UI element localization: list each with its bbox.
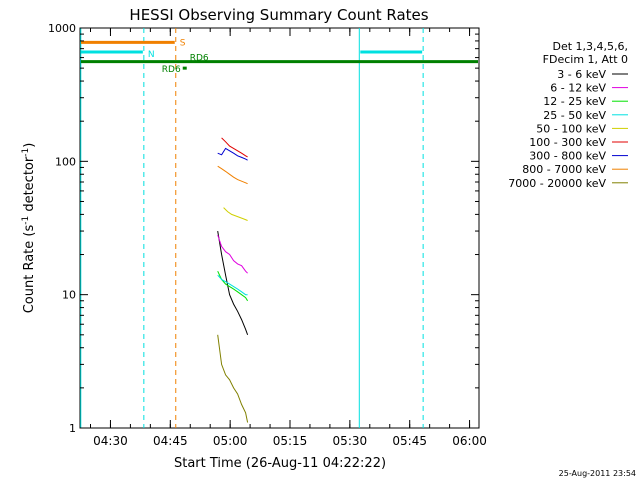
legend-label-4: 25 - 50 keV: [543, 109, 606, 122]
y-axis-label-sup2: -1: [21, 148, 31, 157]
y-axis-label-sup1: -1: [21, 216, 31, 225]
legend: Det 1,3,4,5,6,FDecim 1, Att 0 3 - 6 keV6 …: [508, 40, 628, 190]
legend-header-2: FDecim 1, Att 0: [543, 53, 628, 66]
x-tick-label: 05:30: [333, 434, 368, 448]
vertical-markers: [80, 28, 424, 428]
chart-title: HESSI Observing Summary Count Rates: [129, 6, 428, 24]
x-tick-label: 05:15: [273, 434, 308, 448]
plot-frame: [79, 27, 480, 429]
date-stamp: 25-Aug-2011 23:54: [559, 469, 636, 478]
x-tick-label: 05:45: [392, 434, 427, 448]
y-axis-label-mid: detector: [22, 156, 37, 216]
y-tick-label: 100: [55, 155, 76, 168]
x-tick-label: 05:00: [213, 434, 248, 448]
series-line-5: [223, 207, 248, 221]
series-line-4: [217, 274, 248, 296]
legend-label-9: 7000 - 20000 keV: [508, 177, 606, 190]
legend-label-3: 12 - 25 keV: [543, 95, 606, 108]
legend-label-7: 300 - 800 keV: [529, 150, 606, 163]
series-line-9: [217, 334, 249, 423]
legend-label-2: 6 - 12 keV: [550, 82, 606, 95]
y-tick-label: 10: [62, 289, 76, 302]
legend-label-8: 800 - 7000 keV: [522, 163, 606, 176]
x-tick-label: 06:00: [452, 434, 487, 448]
status-flags: S N RD6 RD6: [81, 38, 478, 75]
series-line-3: [217, 270, 249, 302]
x-axis: 04:30 04:45 05:00 05:15 05:30 05:45 06:00: [90, 28, 487, 448]
x-tick-label: 04:45: [153, 434, 188, 448]
y-axis-label: Count Rate (s-1 detector-1): [21, 143, 37, 314]
flag-label-rd6-lower: RD6: [162, 65, 181, 75]
series-line-6: [221, 137, 248, 158]
y-tick-label: 1: [69, 422, 76, 435]
x-tick-label: 04:30: [93, 434, 128, 448]
series-line-7: [217, 147, 248, 161]
legend-label-6: 100 - 300 keV: [529, 136, 606, 149]
legend-header-1: Det 1,3,4,5,6,: [552, 40, 628, 53]
series-line-8: [217, 165, 248, 185]
series-line-2: [217, 234, 248, 274]
flag-label-n: N: [148, 50, 155, 60]
y-axis: 1 10 100 1000: [48, 22, 479, 435]
y-axis-label-end: ): [22, 143, 37, 148]
legend-label-1: 3 - 6 keV: [557, 68, 606, 81]
y-axis-label-main: Count Rate (s: [22, 225, 37, 314]
x-axis-label: Start Time (26-Aug-11 04:22:22): [174, 456, 386, 471]
series-line-1: [217, 231, 249, 335]
data-series: [217, 137, 249, 423]
y-tick-label: 1000: [48, 22, 76, 35]
flag-label-rd6-upper: RD6: [190, 54, 209, 64]
legend-label-5: 50 - 100 keV: [536, 122, 606, 135]
flag-label-s: S: [180, 38, 186, 48]
